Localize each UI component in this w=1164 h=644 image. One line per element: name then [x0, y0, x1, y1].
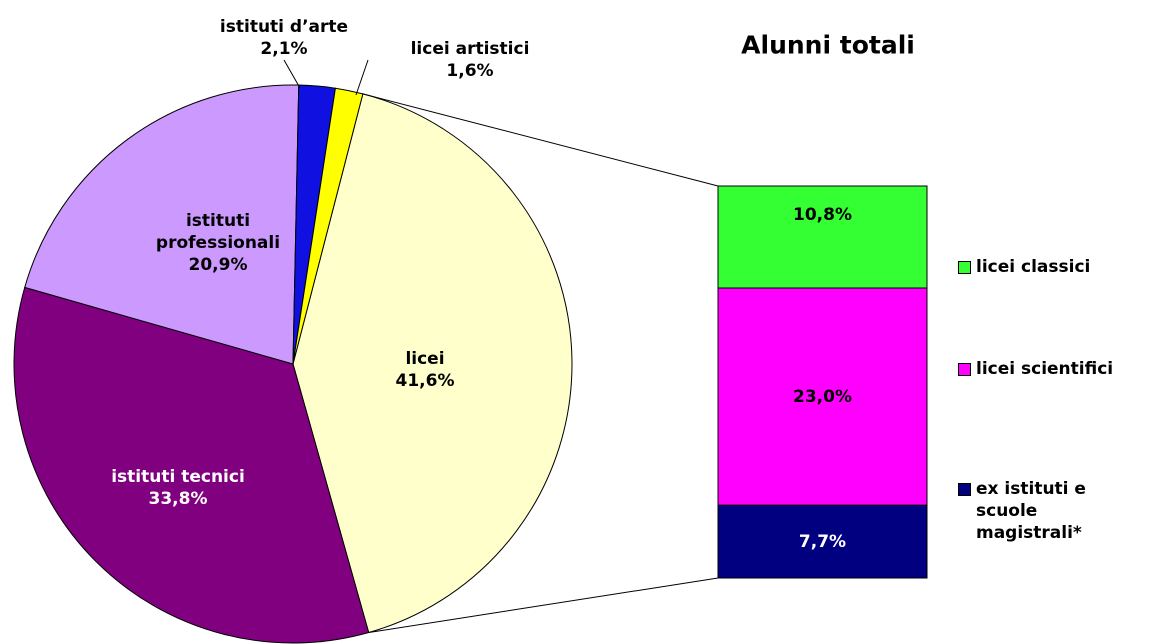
leader-line	[355, 59, 369, 96]
slice-value: 1,6%	[446, 61, 494, 81]
legend-entry: ex istituti e scuole magistrali*	[958, 478, 1126, 544]
pie-label: istituti d’arte 2,1%	[220, 16, 348, 60]
legend-text: ex istituti e scuole magistrali*	[976, 479, 1086, 543]
pie-slice	[292, 93, 573, 634]
connector	[368, 577, 719, 634]
slice-name: licei	[405, 349, 445, 369]
connector	[362, 93, 719, 187]
bar-segment	[717, 185, 928, 289]
legend-entry: licei scientifici	[958, 358, 1126, 380]
legend-swatch	[958, 261, 971, 274]
bar-label: 10,8%	[793, 205, 852, 225]
legend-entry: licei classici	[958, 256, 1126, 278]
legend-text: licei classici	[976, 257, 1091, 277]
bar-segment	[717, 287, 928, 506]
bar-segment	[717, 504, 928, 579]
pie-slice	[292, 87, 364, 365]
legend-text: licei scientifici	[976, 359, 1114, 379]
legend-swatch	[958, 363, 971, 376]
slice-value: 41,6%	[395, 371, 455, 391]
slice-value: 33,8%	[148, 489, 208, 509]
pie-label: licei 41,6%	[396, 348, 455, 392]
bar-label: 23,0%	[793, 386, 852, 407]
slice-name: istituti d’arte	[219, 17, 349, 37]
pie-label: istituti tecnici 33,8%	[111, 466, 245, 510]
slice-name: licei artistici	[410, 39, 530, 59]
pie-label: istituti professionali 20,9%	[143, 210, 293, 276]
pie-label: licei artistici 1,6%	[411, 38, 530, 82]
legend-swatch	[958, 483, 971, 496]
pie-slice	[24, 84, 300, 365]
pie-slice	[13, 286, 370, 644]
chart-title: Alunni totali	[741, 30, 915, 60]
bar-label: 7,7%	[798, 531, 847, 552]
slice-value: 2,1%	[260, 39, 308, 59]
slice-value: 20,9%	[188, 255, 248, 275]
slice-name: istituti tecnici	[111, 467, 245, 487]
slice-name: istituti professionali	[155, 211, 281, 253]
leader-line	[283, 59, 301, 89]
